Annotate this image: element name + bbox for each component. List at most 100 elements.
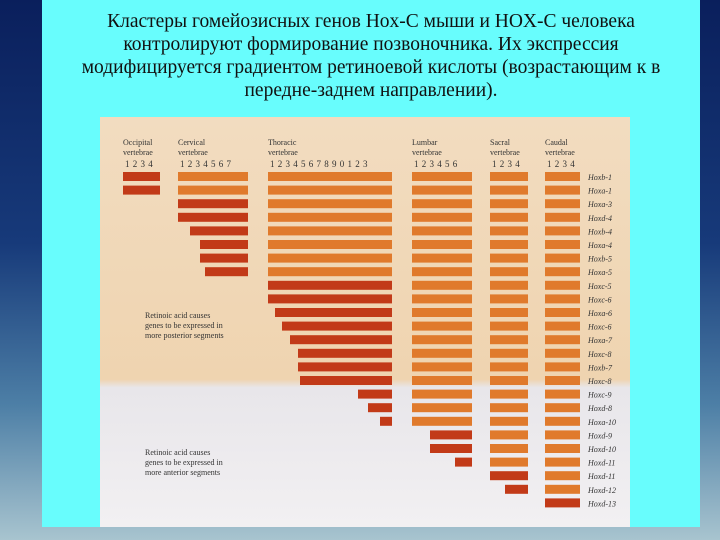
- expression-bar: [545, 457, 580, 467]
- expression-bar: [268, 212, 392, 222]
- expression-bar: [455, 457, 472, 467]
- expression-bar: [545, 212, 580, 222]
- expression-bar: [545, 172, 580, 181]
- expression-bar: [412, 185, 472, 195]
- expression-bar: [545, 321, 580, 331]
- expression-bar: [268, 226, 392, 236]
- expression-bar: [490, 294, 528, 304]
- expression-bar: [545, 199, 580, 209]
- expression-bar: [380, 416, 392, 426]
- gene-label: Hoxd-11: [587, 472, 615, 481]
- expression-bar: [490, 457, 528, 467]
- expression-bar: [545, 226, 580, 236]
- expression-bar: [412, 308, 472, 317]
- expression-bar: [412, 376, 472, 385]
- gene-label: Hoxd-8: [587, 404, 612, 413]
- region-subtitle: vertebrae: [123, 148, 153, 157]
- expression-bar: [490, 389, 528, 399]
- gene-label: Hoxc-6: [587, 295, 612, 304]
- expression-bar: [268, 185, 392, 195]
- expression-bar: [490, 444, 528, 453]
- expression-bar: [430, 430, 472, 440]
- gene-label: Hoxd-13: [587, 499, 616, 508]
- expression-bar: [178, 185, 248, 195]
- expression-bar: [412, 253, 472, 263]
- expression-bar: [412, 294, 472, 304]
- expression-bar: [412, 280, 472, 290]
- gene-label: Hoxb-4: [587, 227, 612, 236]
- expression-bar: [490, 403, 528, 413]
- gene-label: Hoxb-7: [587, 363, 613, 372]
- expression-bar: [123, 172, 160, 181]
- region-numbers: 1 2 3 4: [125, 159, 153, 169]
- expression-bar: [268, 172, 392, 181]
- expression-bar: [290, 335, 392, 345]
- gene-label: Hoxa-7: [587, 336, 613, 345]
- expression-bar: [490, 267, 528, 277]
- expression-bar: [412, 267, 472, 277]
- expression-bar: [268, 240, 392, 249]
- expression-bar: [490, 348, 528, 358]
- region-name: Cervical: [178, 138, 206, 147]
- expression-bar: [545, 308, 580, 317]
- title-line: контролируют формирование позвоночника. …: [123, 34, 619, 55]
- expression-bar: [490, 185, 528, 195]
- expression-bar: [545, 362, 580, 372]
- region-subtitle: vertebrae: [412, 148, 442, 157]
- expression-bar: [412, 199, 472, 209]
- expression-bar: [275, 308, 392, 317]
- gene-label: Hoxd-9: [587, 431, 612, 440]
- expression-bar: [545, 430, 580, 440]
- slide-title: Кластеры гомейозисных генов Hox-C мыши и…: [42, 10, 700, 102]
- expression-bar: [178, 172, 248, 181]
- gene-label: Hoxc-9: [587, 391, 612, 400]
- expression-bar: [412, 403, 472, 413]
- gene-label: Hoxc-6: [587, 323, 612, 332]
- expression-bar: [490, 240, 528, 249]
- expression-bar: [545, 240, 580, 249]
- expression-bar: [545, 403, 580, 413]
- expression-bar: [412, 389, 472, 399]
- expression-bar: [490, 416, 528, 426]
- gene-label: Hoxd-4: [587, 214, 612, 223]
- expression-bar: [300, 376, 392, 385]
- gene-label: Hoxd-12: [587, 486, 616, 495]
- gene-label: Hoxa-3: [587, 200, 612, 209]
- region-name: Occipital: [123, 138, 153, 147]
- region-name: Caudal: [545, 138, 568, 147]
- gene-label: Hoxc-8: [587, 350, 612, 359]
- title-line: модифицируется градиентом ретиноевой кис…: [81, 57, 661, 78]
- region-subtitle: vertebrae: [490, 148, 520, 157]
- expression-bar: [412, 321, 472, 331]
- expression-bar: [298, 348, 392, 358]
- expression-bar: [490, 199, 528, 209]
- gene-label: Hoxb-5: [587, 255, 612, 264]
- expression-bar: [545, 498, 580, 508]
- note-line: more posterior segments: [145, 331, 224, 340]
- gene-label: Hoxa-6: [587, 309, 612, 318]
- region-name: Sacral: [490, 138, 511, 147]
- expression-bar: [412, 362, 472, 372]
- gene-label: Hoxa-4: [587, 241, 612, 250]
- expression-bar: [268, 267, 392, 277]
- gene-label: Hoxd-10: [587, 445, 616, 454]
- expression-bar: [200, 240, 248, 249]
- expression-bar: [490, 362, 528, 372]
- region-numbers: 1 2 3 4 5 6: [414, 159, 458, 169]
- region-name: Lumbar: [412, 138, 438, 147]
- expression-bar: [545, 294, 580, 304]
- expression-bar: [545, 185, 580, 195]
- region-numbers: 1 2 3 4 5 6 7: [180, 159, 232, 169]
- gene-label: Hoxb-1: [587, 173, 612, 182]
- region-numbers: 1 2 3 4 5 6 7 8 9 0 1 2 3: [270, 159, 368, 169]
- expression-bar: [490, 471, 528, 481]
- expression-bar: [545, 348, 580, 358]
- expression-bar: [178, 199, 248, 209]
- expression-bar: [490, 376, 528, 385]
- note-line: more anterior segments: [145, 468, 220, 477]
- note-line: genes to be expressed in: [145, 458, 223, 467]
- region-subtitle: vertebrae: [178, 148, 208, 157]
- gene-label: Hoxc-5: [587, 282, 612, 291]
